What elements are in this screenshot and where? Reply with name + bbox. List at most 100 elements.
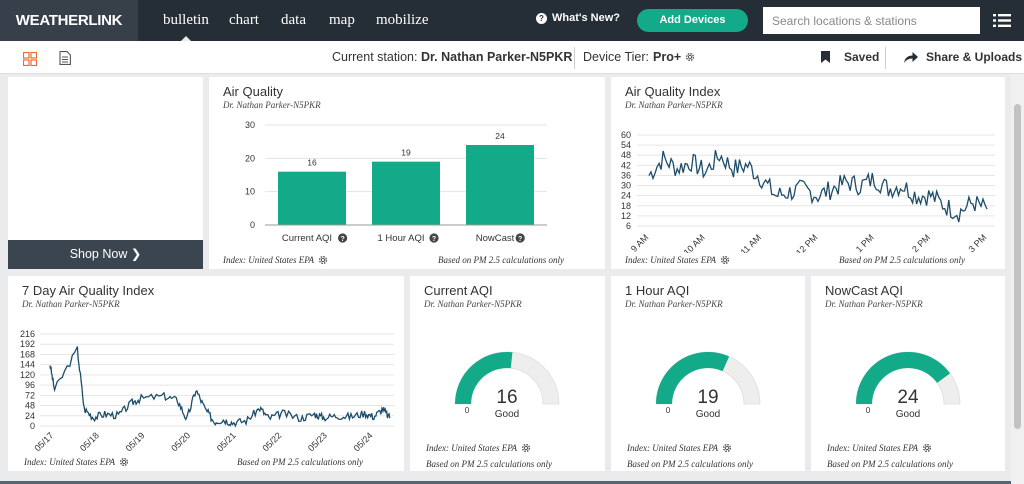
bar-value-label: 19 xyxy=(401,148,411,158)
help-icon-glyph: ? xyxy=(518,236,522,243)
y-tick-label: 18 xyxy=(621,201,631,211)
whats-new-link[interactable]: ? What's New? xyxy=(536,12,620,24)
y-tick-label: 48 xyxy=(25,401,35,411)
shop-now-button[interactable]: Shop Now ❯ xyxy=(8,240,203,269)
x-tick-label: Current AQI xyxy=(282,233,332,244)
list-view-icon[interactable] xyxy=(59,51,71,65)
x-tick-label: 05/24 xyxy=(352,430,375,453)
current-aqi-card: Current AQI Dr. Nathan Parker-N5PKR 16 Go… xyxy=(410,276,605,471)
gauge-value: 16 xyxy=(496,387,517,408)
y-tick-label: 12 xyxy=(621,211,631,221)
card-subtitle: Dr. Nathan Parker-N5PKR xyxy=(625,100,723,110)
nav-bulletin[interactable]: bulletin xyxy=(163,0,209,41)
divider xyxy=(885,47,886,69)
card-title: 1 Hour AQI xyxy=(625,283,690,298)
card-title: Air Quality Index xyxy=(625,84,721,99)
gauge-fill xyxy=(455,352,513,404)
help-icon-glyph: ? xyxy=(432,236,436,243)
menu-list-icon[interactable] xyxy=(993,14,1011,27)
page-scrollbar[interactable] xyxy=(1011,74,1024,484)
share-arrow-icon xyxy=(904,51,918,63)
y-tick-label: 20 xyxy=(245,153,255,163)
gear-icon[interactable] xyxy=(722,443,732,453)
y-tick-label: 30 xyxy=(245,120,255,130)
card-footer-note: Based on PM 2.5 calculations only xyxy=(438,255,564,265)
gauge-value: 19 xyxy=(697,387,718,408)
nowcast-aqi-card: NowCast AQI Dr. Nathan Parker-N5PKR 24 Go… xyxy=(811,276,1005,471)
one-hour-aqi-card: 1 Hour AQI Dr. Nathan Parker-N5PKR 19 Goo… xyxy=(611,276,805,471)
y-tick-label: 168 xyxy=(20,349,35,359)
scrollbar-thumb[interactable] xyxy=(1014,104,1021,429)
y-tick-label: 6 xyxy=(626,221,631,231)
card-footer-note: Based on PM 2.5 calculations only xyxy=(426,459,552,469)
saved-button[interactable]: Saved xyxy=(821,50,879,64)
saved-label: Saved xyxy=(844,50,880,64)
y-tick-label: 192 xyxy=(20,339,35,349)
y-tick-label: 24 xyxy=(25,411,35,421)
y-tick-label: 36 xyxy=(621,170,631,180)
gear-icon[interactable] xyxy=(720,255,730,265)
y-tick-label: 42 xyxy=(621,160,631,170)
card-footer-index: Index: United States EPA xyxy=(627,443,732,453)
card-subtitle: Dr. Nathan Parker-N5PKR xyxy=(825,299,923,309)
station-name[interactable]: Dr. Nathan Parker-N5PKR xyxy=(420,50,573,64)
bar-value-label: 16 xyxy=(307,158,317,168)
y-tick-label: 10 xyxy=(245,187,255,197)
nav-data[interactable]: data xyxy=(281,12,306,28)
tier-label: Device Tier: xyxy=(583,50,649,64)
card-subtitle: Dr. Nathan Parker-N5PKR xyxy=(625,299,723,309)
y-tick-label: 144 xyxy=(20,360,35,370)
x-tick-label: 05/22 xyxy=(260,430,283,453)
gear-icon[interactable] xyxy=(922,443,932,453)
nav-mobilize[interactable]: mobilize xyxy=(376,12,429,28)
gear-icon[interactable] xyxy=(685,52,695,62)
help-icon xyxy=(515,233,525,243)
card-footer-index: Index: United States EPA xyxy=(827,443,932,453)
card-footer-note: Based on PM 2.5 calculations only xyxy=(839,255,965,265)
y-tick-label: 0 xyxy=(30,421,35,431)
gear-icon[interactable] xyxy=(318,255,328,265)
share-uploads-button[interactable]: Share & Uploads xyxy=(904,50,1022,64)
nav-chart[interactable]: chart xyxy=(229,12,259,28)
search-input[interactable] xyxy=(763,7,980,34)
add-devices-button[interactable]: Add Devices xyxy=(637,9,748,32)
gauge-status: Good xyxy=(495,409,519,420)
x-tick-label: 05/23 xyxy=(306,430,329,453)
bottom-edge xyxy=(0,481,1011,484)
x-tick-label: 1 Hour AQI xyxy=(378,233,425,244)
x-tick-label: 1 PM xyxy=(854,232,876,253)
y-tick-label: 0 xyxy=(250,220,255,230)
gauge-fill xyxy=(856,352,951,404)
gauge-min-label: 0 xyxy=(666,406,671,415)
y-tick-label: 72 xyxy=(25,390,35,400)
card-subtitle: Dr. Nathan Parker-N5PKR xyxy=(223,100,321,110)
question-icon: ? xyxy=(536,12,547,24)
ad-card: Shop Now ❯ xyxy=(8,77,203,269)
index-label: Index: United States EPA xyxy=(627,443,719,453)
nav-map[interactable]: map xyxy=(329,12,355,28)
x-tick-label: 05/18 xyxy=(78,430,101,453)
whats-new-label: What's New? xyxy=(552,12,621,24)
gear-icon[interactable] xyxy=(119,457,129,467)
gauge-fill xyxy=(656,352,730,404)
x-tick-label: 2 PM xyxy=(910,232,932,253)
index-label: Index: United States EPA xyxy=(625,255,717,265)
x-tick-label: 05/19 xyxy=(124,430,147,453)
gauge-status: Good xyxy=(696,409,720,420)
x-tick-label: 3 PM xyxy=(966,232,988,253)
card-title: Current AQI xyxy=(424,283,493,298)
x-tick-label: 9 AM xyxy=(629,232,651,253)
card-footer-index: Index: United States EPA xyxy=(426,443,531,453)
seven-day-aqi-card: 7 Day Air Quality Index Dr. Nathan Parke… xyxy=(8,276,404,471)
gear-icon[interactable] xyxy=(521,443,531,453)
grid-view-icon[interactable] xyxy=(23,52,37,66)
help-icon xyxy=(429,233,439,243)
y-tick-label: 120 xyxy=(20,370,35,380)
card-footer-note: Based on PM 2.5 calculations only xyxy=(627,459,753,469)
help-icon xyxy=(338,233,348,243)
weatherlink-logo[interactable]: WEATHERLINK xyxy=(0,0,138,41)
